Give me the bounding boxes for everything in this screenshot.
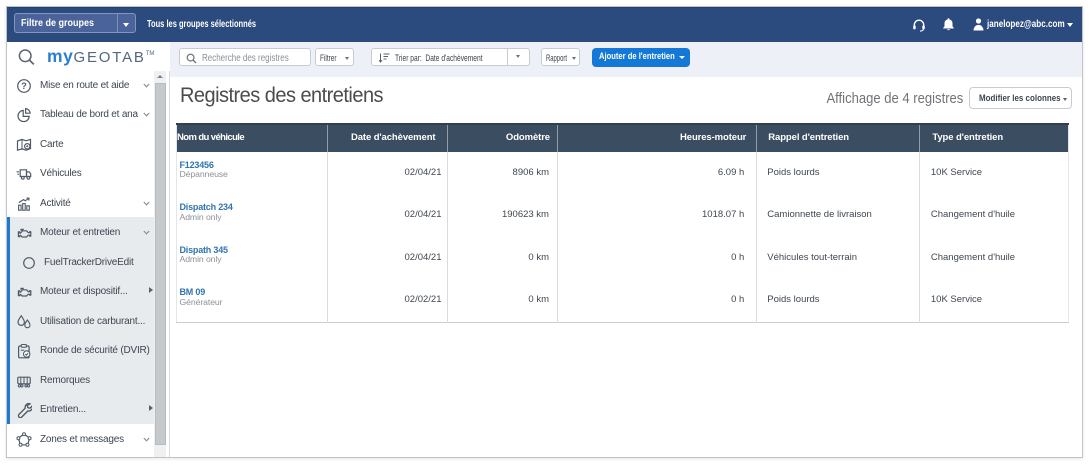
svg-text:?: ?	[21, 81, 27, 91]
